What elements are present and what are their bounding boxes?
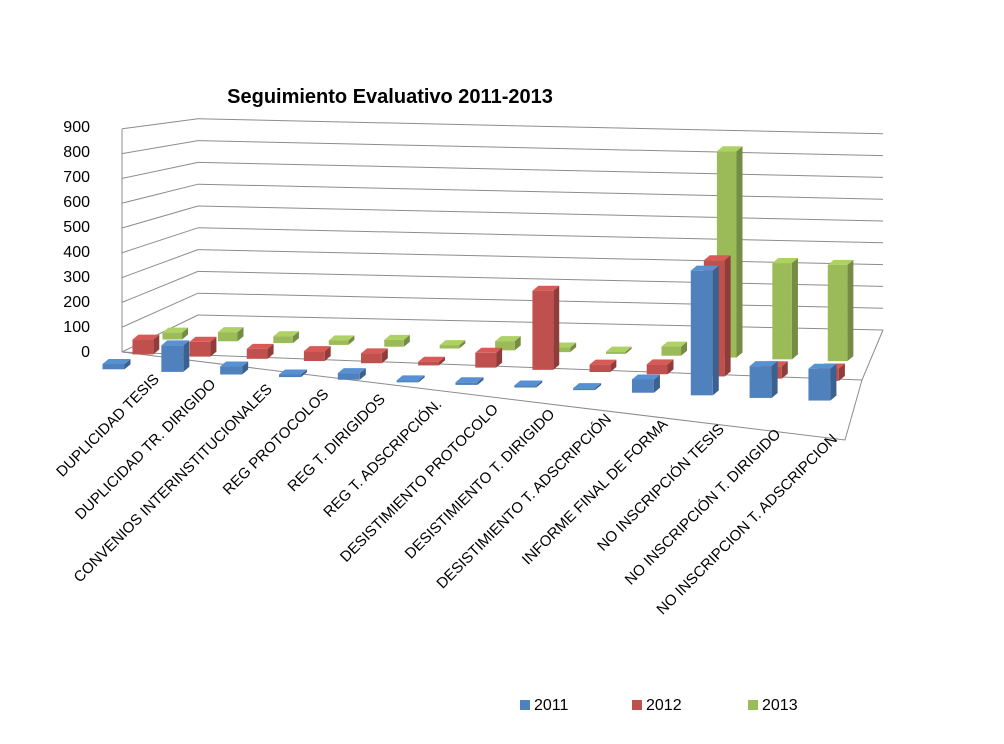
y-tick-label: 100 (63, 319, 90, 336)
bar-2013-8 (605, 346, 632, 354)
side-wall-gridline (121, 205, 199, 229)
y-axis-ticks: 0 100 200 300 400 500 600 700 800 900 (63, 119, 90, 361)
floor-front-edge (121, 351, 863, 441)
bar-2011-3 (278, 369, 307, 378)
side-wall-gridline (121, 140, 199, 155)
y-tick-label: 500 (63, 219, 90, 236)
bar-2013-4 (384, 334, 410, 347)
back-wall-gridline (197, 205, 884, 222)
bar-2013-6 (495, 336, 521, 351)
back-wall-gridline (197, 161, 884, 178)
x-tick-label: NO INSCRIPCIÓN TESIS (594, 421, 728, 555)
back-wall-gridline (197, 270, 884, 287)
bars (102, 146, 854, 401)
legend-label-2011: 2011 (534, 697, 569, 714)
bar-2013-5 (439, 340, 466, 349)
side-wall-gridline (121, 161, 199, 179)
bar-2013-0 (162, 327, 189, 340)
side-wall-gridline (121, 292, 199, 328)
y-tick-label: 300 (63, 269, 90, 286)
y-tick-label: 400 (63, 244, 90, 261)
bar-2011-11 (749, 361, 778, 398)
side-wall-gridline (121, 249, 199, 279)
y-tick-label: 900 (63, 119, 90, 136)
bar-2011-5 (396, 375, 425, 383)
legend-label-2013: 2013 (762, 697, 798, 714)
y-tick-label: 200 (63, 294, 90, 311)
back-wall-gridline (197, 249, 884, 266)
bar-2012-5 (418, 356, 445, 366)
bar-2012-4 (361, 348, 388, 364)
back-wall-gridline (197, 183, 884, 200)
bar-2013-11 (772, 258, 798, 360)
bar-2012-9 (646, 359, 674, 375)
bar-2011-9 (631, 374, 660, 393)
bar-2013-1 (217, 327, 244, 342)
bar-2012-0 (132, 334, 160, 355)
bar-2013-12 (827, 259, 854, 362)
back-wall-gridline (197, 227, 884, 244)
x-tick-label: REG T. ADSCRIPCIÓN. (320, 396, 445, 521)
bar-2011-7 (514, 380, 543, 388)
bar-2013-9 (661, 341, 688, 356)
y-tick-label: 700 (63, 169, 90, 186)
bar-2012-8 (589, 359, 617, 373)
side-wall-gridline (121, 270, 199, 303)
bar-2012-1 (189, 336, 217, 357)
legend-swatch-2013 (748, 700, 758, 710)
bar-2011-12 (808, 363, 837, 401)
legend: 2011 2012 2013 (520, 697, 798, 714)
bar-2011-8 (573, 383, 602, 391)
bar-2012-6 (475, 347, 503, 368)
bar-2012-7 (532, 285, 560, 370)
bar-2013-3 (328, 335, 355, 345)
x-tick-label: DUPLICIDAD TESIS (53, 371, 163, 481)
back-wall-gridline (197, 140, 884, 157)
gridlines (121, 118, 884, 441)
bar-2013-2 (273, 331, 299, 344)
side-wall-gridline (121, 118, 199, 130)
bar-2011-0 (102, 358, 131, 370)
back-wall-gridline (197, 118, 884, 135)
bar-2011-1 (161, 340, 190, 372)
y-tick-label: 800 (63, 144, 90, 161)
side-wall-gridline (121, 227, 199, 254)
legend-swatch-2012 (632, 700, 642, 710)
bar-2012-2 (246, 343, 274, 359)
bar-2011-2 (220, 361, 249, 375)
chart-title: Seguimiento Evaluativo 2011-2013 (227, 86, 553, 108)
bar-2011-6 (455, 377, 484, 385)
y-tick-label: 600 (63, 194, 90, 211)
y-tick-label: 0 (81, 344, 90, 361)
bar-2011-10 (690, 265, 719, 396)
legend-label-2012: 2012 (646, 697, 682, 714)
legend-swatch-2011 (520, 700, 530, 710)
side-wall-gridline (121, 183, 199, 204)
bar-2012-3 (303, 346, 331, 362)
bar-2011-4 (337, 368, 366, 380)
x-tick-label: REG PROTOCOLOS (220, 386, 333, 499)
